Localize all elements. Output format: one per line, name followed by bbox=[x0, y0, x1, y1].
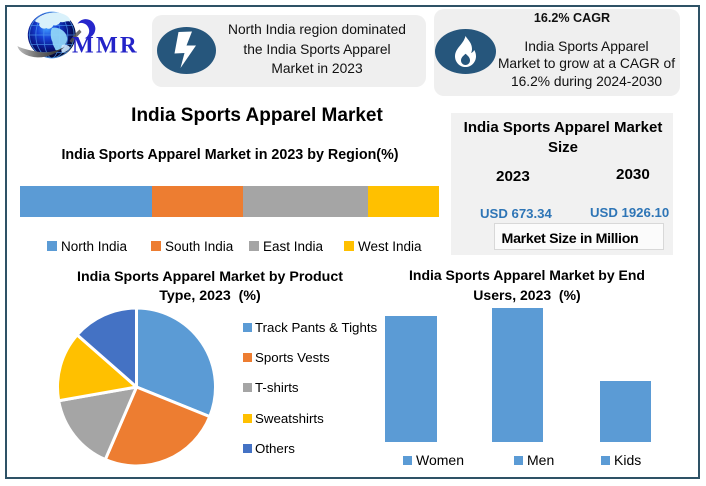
svg-text:MMR: MMR bbox=[72, 33, 139, 58]
